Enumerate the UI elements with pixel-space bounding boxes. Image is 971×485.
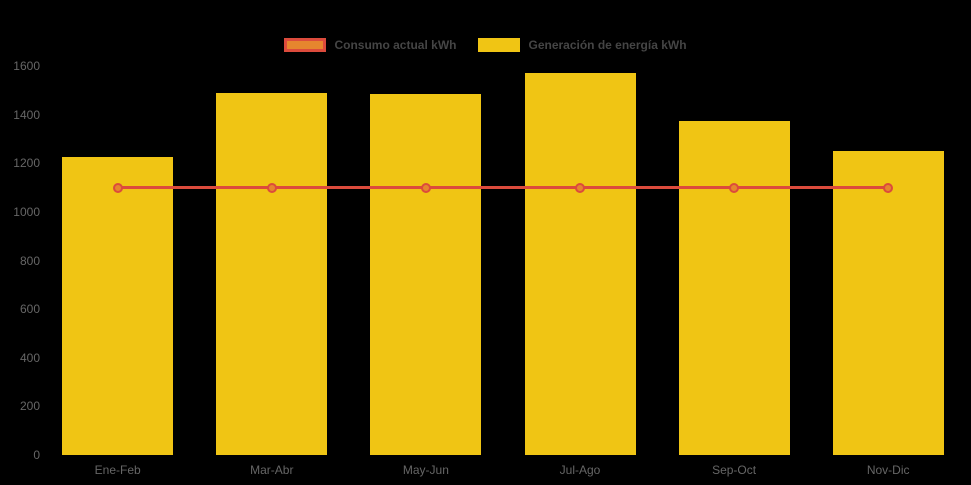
legend-swatch-bar-icon xyxy=(478,38,521,52)
y-tick-label-1000: 1000 xyxy=(13,204,40,219)
y-tick-label-1200: 1200 xyxy=(13,156,40,171)
line-point-Ene-Feb[interactable] xyxy=(112,182,123,193)
y-tick-label-400: 400 xyxy=(19,350,40,365)
legend-item-consumo-actual[interactable]: Consumo actual kWh xyxy=(284,38,456,52)
line-point-Mar-Abr[interactable] xyxy=(266,182,277,193)
consumption-line xyxy=(117,186,889,190)
line-point-Sep-Oct[interactable] xyxy=(729,182,740,193)
x-tick-label-Sep-Oct: Sep-Oct xyxy=(712,463,757,477)
y-tick-label-200: 200 xyxy=(19,399,40,414)
y-tick-label-0: 0 xyxy=(33,448,40,462)
x-tick-label-Nov-Dic: Nov-Dic xyxy=(866,463,910,477)
line-point-May-Jun[interactable] xyxy=(420,182,431,193)
y-tick-label-1400: 1400 xyxy=(13,107,40,122)
y-tick-label-800: 800 xyxy=(19,253,40,268)
bar-May-Jun[interactable] xyxy=(370,93,482,455)
x-tick-label-Mar-Abr: Mar-Abr xyxy=(250,463,294,477)
legend-label-consumo-actual: Consumo actual kWh xyxy=(334,38,457,52)
x-tick-label-May-Jun: May-Jun xyxy=(402,463,449,477)
legend-label-generacion-energia: Generación de energía kWh xyxy=(528,38,687,52)
x-tick-label-Jul-Ago: Jul-Ago xyxy=(559,463,601,477)
line-point-Jul-Ago[interactable] xyxy=(575,182,585,193)
y-tick-label-600: 600 xyxy=(19,302,40,317)
y-tick-label-1600: 1600 xyxy=(13,59,40,73)
bar-Ene-Feb[interactable] xyxy=(62,157,174,455)
legend-swatch-line-icon xyxy=(284,38,327,52)
line-point-Nov-Dic[interactable] xyxy=(883,182,894,193)
bar-Nov-Dic[interactable] xyxy=(832,151,944,455)
chart-legend: Consumo actual kWh Generación de energía… xyxy=(0,38,971,52)
x-tick-label-Ene-Feb: Ene-Feb xyxy=(94,463,141,477)
legend-item-generacion-energia[interactable]: Generación de energía kWh xyxy=(478,38,687,52)
bar-Mar-Abr[interactable] xyxy=(216,92,328,455)
bar-Jul-Ago[interactable] xyxy=(524,73,636,455)
bar-Sep-Oct[interactable] xyxy=(678,120,790,455)
